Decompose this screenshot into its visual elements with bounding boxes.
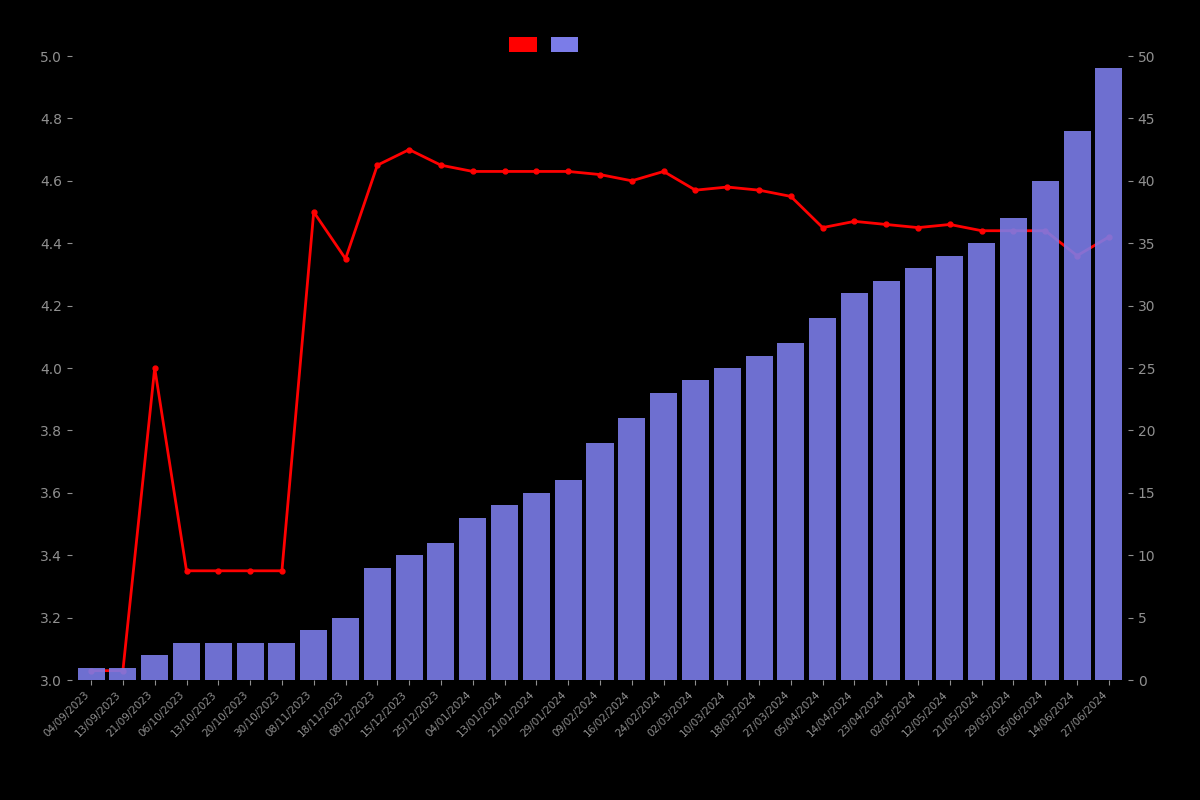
Bar [778, 343, 804, 680]
Bar [1063, 131, 1091, 680]
Bar [78, 667, 104, 680]
Bar [491, 506, 518, 680]
Bar [714, 368, 740, 680]
Bar [460, 518, 486, 680]
Bar [300, 630, 328, 680]
Bar [682, 381, 709, 680]
Bar [1032, 181, 1058, 680]
Bar [809, 318, 836, 680]
Bar [905, 268, 931, 680]
Bar [109, 667, 137, 680]
Bar [841, 293, 868, 680]
Legend: , : , [504, 32, 590, 58]
Bar [396, 555, 422, 680]
Bar [745, 355, 773, 680]
Bar [554, 480, 582, 680]
Bar [332, 618, 359, 680]
Bar [269, 642, 295, 680]
Bar [427, 542, 455, 680]
Bar [1000, 218, 1027, 680]
Bar [1096, 69, 1122, 680]
Bar [936, 256, 964, 680]
Bar [236, 642, 264, 680]
Bar [968, 243, 995, 680]
Bar [364, 568, 391, 680]
Bar [142, 655, 168, 680]
Bar [618, 418, 646, 680]
Bar [650, 393, 677, 680]
Bar [205, 642, 232, 680]
Bar [587, 443, 613, 680]
Bar [872, 281, 900, 680]
Bar [173, 642, 200, 680]
Bar [523, 493, 550, 680]
